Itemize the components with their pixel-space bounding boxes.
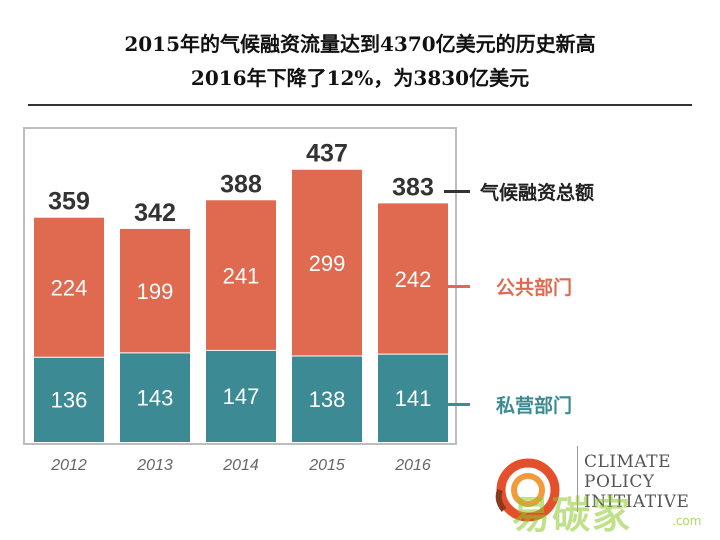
- legend-total-label: 气候融资总额: [480, 182, 595, 204]
- bar-public-2012: [34, 217, 104, 358]
- label-public-2013: 199: [137, 279, 174, 304]
- label-public-2014: 241: [223, 263, 260, 288]
- bar-private-2012: [34, 357, 104, 442]
- label-total-2013: 342: [134, 199, 176, 227]
- x-tick-2012: 2012: [50, 457, 87, 474]
- chart-title-line-1: 2015年的气候融资流量达到4370亿美元的历史新高: [124, 32, 596, 56]
- bars-group: 136 224 359 2012 143 199 342 2013 147 241 388 2014 1…: [34, 140, 448, 474]
- label-private-2013: 143: [137, 385, 174, 410]
- legend-public-label: 公共部门: [496, 277, 573, 299]
- bar-public-2013: [120, 228, 190, 353]
- x-tick-2014: 2014: [222, 457, 259, 474]
- logo-line-3: INITIATIVE: [584, 492, 690, 512]
- logo-line-2: POLICY: [584, 472, 655, 492]
- label-private-2012: 136: [51, 388, 88, 413]
- bar-public-2014: [206, 200, 276, 351]
- label-private-2014: 147: [223, 384, 260, 409]
- bar-private-2015: [292, 356, 362, 442]
- label-total-2012: 359: [48, 188, 90, 216]
- label-private-2016: 141: [395, 386, 432, 411]
- legend-public-marker: [444, 285, 470, 288]
- watermark-text: 易碳家: [512, 493, 633, 537]
- label-total-2015: 437: [306, 140, 348, 168]
- title-divider: [28, 104, 692, 106]
- label-total-2014: 388: [220, 170, 262, 198]
- logo-line-1: CLIMATE: [584, 452, 672, 472]
- bar-public-2015: [292, 169, 362, 357]
- x-tick-2016: 2016: [394, 457, 431, 474]
- bar-public-2016: [378, 203, 448, 355]
- chart-title-line-2: 2016年下降了12%，为3830亿美元: [190, 66, 530, 90]
- legend-private-label: 私营部门: [496, 395, 573, 417]
- label-public-2015: 299: [309, 251, 346, 276]
- legend-private-marker: [444, 403, 470, 406]
- bar-private-2013: [120, 352, 190, 442]
- cpi-logo-icon: [495, 458, 560, 522]
- watermark-suffix: .com: [672, 514, 702, 528]
- label-public-2016: 242: [395, 267, 432, 292]
- x-tick-2013: 2013: [136, 457, 173, 474]
- bar-private-2016: [378, 354, 448, 442]
- logo-divider: [577, 446, 578, 512]
- label-total-2016: 383: [392, 173, 434, 201]
- label-public-2012: 224: [51, 275, 88, 300]
- label-private-2015: 138: [309, 387, 346, 412]
- legend-total-marker: [444, 190, 470, 193]
- bar-private-2014: [206, 350, 276, 442]
- x-tick-2015: 2015: [308, 457, 345, 474]
